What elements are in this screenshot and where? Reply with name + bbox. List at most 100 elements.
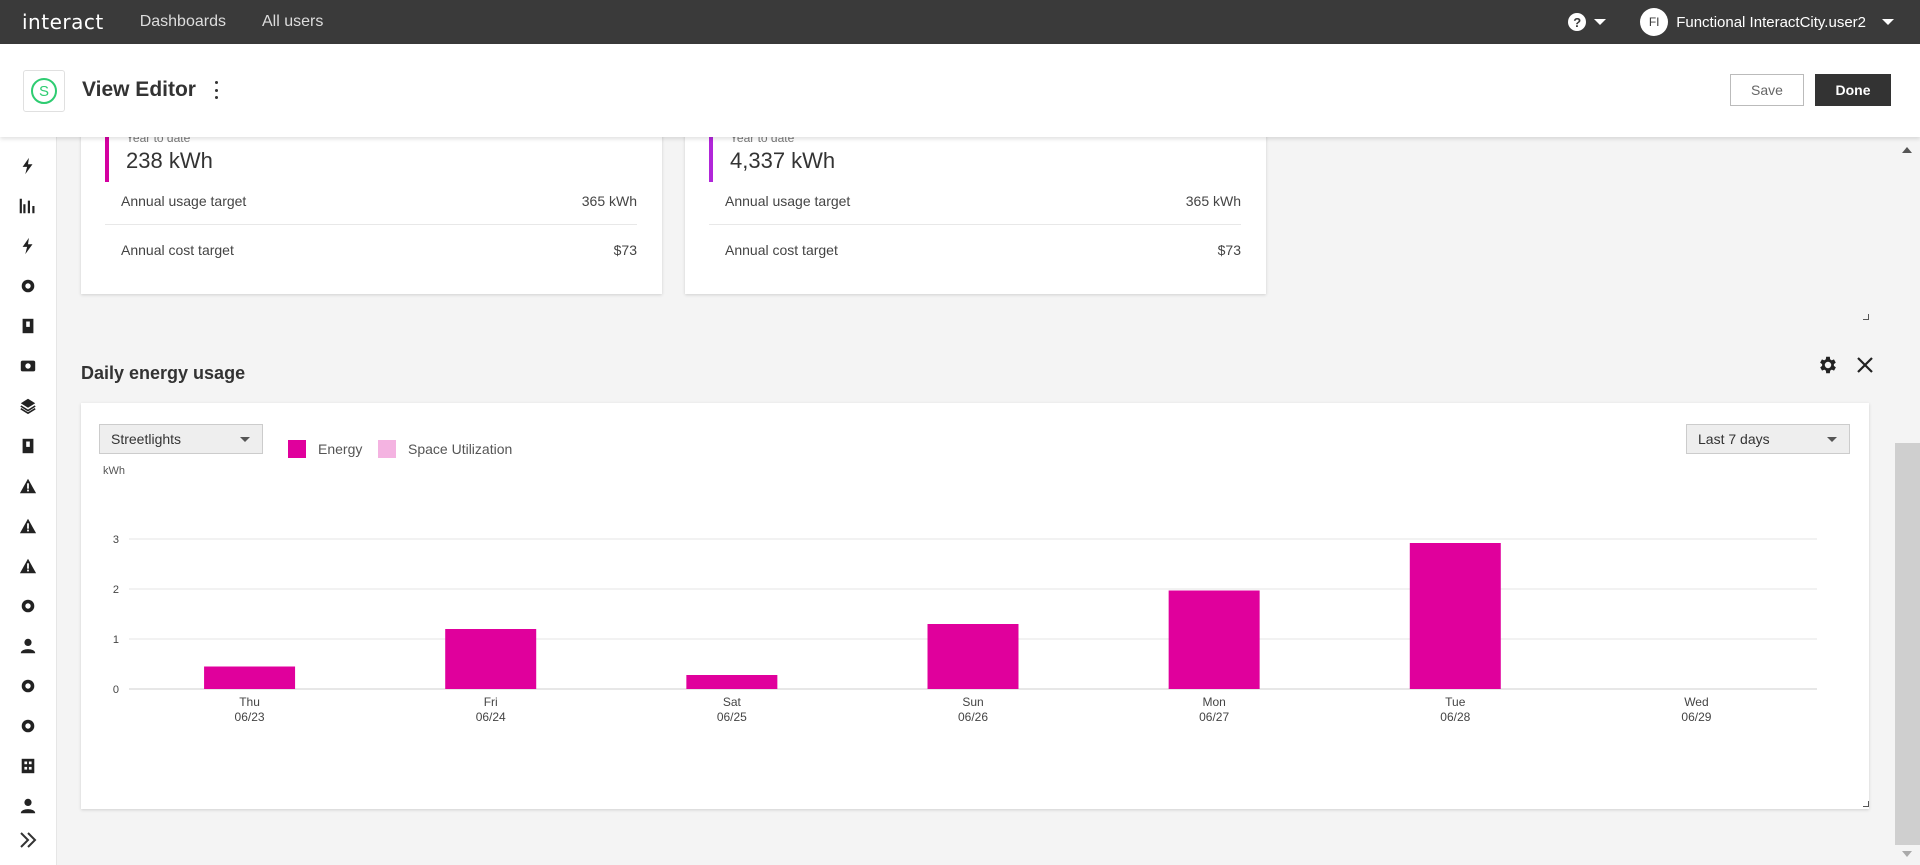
chevron-down-icon[interactable] (1594, 19, 1607, 25)
top-right-controls: ? FI Functional InteractCity.user2 (1568, 0, 1894, 44)
app-badge: S (23, 70, 65, 112)
warning-icon (19, 558, 37, 574)
x-tick-date: 06/25 (717, 710, 747, 724)
sidebar-item-11[interactable] (18, 596, 38, 616)
chart-widget: Streetlights Energy Space Utilization La… (81, 403, 1869, 809)
kpi-row: Annual usage target 365 kWh (725, 193, 1241, 209)
scroll-down-icon[interactable] (1902, 851, 1912, 857)
bar-sun[interactable] (927, 624, 1019, 689)
door-icon (22, 438, 34, 454)
building-icon (21, 758, 35, 774)
left-sidebar (0, 137, 57, 865)
sidebar-item-12[interactable] (18, 636, 38, 656)
top-bar: interact Dashboards All users ? FI Funct… (0, 0, 1920, 44)
scrollbar-thumb[interactable] (1895, 443, 1920, 845)
resize-handle[interactable] (1863, 801, 1869, 807)
period-select-value: Last 7 days (1698, 431, 1770, 447)
sidebar-item-0[interactable] (18, 156, 38, 176)
close-icon[interactable] (1856, 356, 1874, 374)
sidebar-item-16[interactable] (18, 796, 38, 816)
app-badge-icon: S (31, 78, 57, 104)
sidebar-item-5[interactable] (18, 356, 38, 376)
sidebar-item-7[interactable] (18, 436, 38, 456)
bar-thu[interactable] (204, 666, 296, 690)
kpi-row: Annual cost target $73 (725, 242, 1241, 258)
sidebar-item-4[interactable] (18, 316, 38, 336)
sidebar-item-8[interactable] (18, 476, 38, 496)
x-tick-date: 06/24 (476, 710, 506, 724)
nav-all-users[interactable]: All users (261, 13, 324, 30)
avatar[interactable]: FI (1640, 8, 1669, 36)
sidebar-item-6[interactable] (18, 396, 38, 416)
sidebar-item-9[interactable] (18, 516, 38, 536)
legend-space-utilization[interactable]: Space Utilization (378, 440, 512, 458)
sidebar-item-15[interactable] (18, 756, 38, 776)
sidebar-item-1[interactable] (18, 196, 38, 216)
gear-icon[interactable] (1817, 354, 1839, 376)
bar-sat[interactable] (686, 675, 778, 689)
kpi-caption: Year to date (730, 137, 795, 145)
y-tick-label: 3 (113, 534, 119, 546)
done-button[interactable]: Done (1815, 74, 1891, 106)
sidebar-item-14[interactable] (18, 716, 38, 736)
divider (105, 224, 637, 225)
y-axis-label: kWh (103, 465, 125, 477)
chevron-down-icon (1827, 437, 1837, 442)
kpi-row-value: 365 kWh (1185, 193, 1241, 209)
nav-dashboards[interactable]: Dashboards (139, 13, 226, 30)
kpi-row: Annual cost target $73 (121, 242, 637, 258)
period-select[interactable]: Last 7 days (1686, 424, 1850, 454)
person-icon (20, 798, 36, 814)
kpi-row-label: Annual usage target (725, 193, 851, 209)
x-tick-label: Sun (962, 695, 983, 709)
target-icon (21, 719, 35, 733)
more-options-icon[interactable] (211, 81, 221, 99)
x-tick-label: Thu (239, 695, 260, 709)
kpi-card[interactable]: Year to date 238 kWh Annual usage target… (81, 137, 662, 294)
legend-swatch (288, 440, 306, 458)
app-logo[interactable]: interact (22, 10, 104, 34)
warning-icon (19, 518, 37, 534)
sidebar-item-3[interactable] (18, 276, 38, 296)
legend-energy[interactable]: Energy (288, 440, 362, 458)
target-icon (21, 279, 35, 293)
kpi-row-label: Annual usage target (121, 193, 247, 209)
legend-label: Energy (318, 441, 363, 457)
bolt-icon (22, 237, 33, 255)
kpi-row-value: 365 kWh (581, 193, 637, 209)
x-tick-date: 06/26 (958, 710, 988, 724)
bar-mon[interactable] (1168, 590, 1260, 690)
asset-select[interactable]: Streetlights (99, 424, 263, 454)
sidebar-item-2[interactable] (18, 236, 38, 256)
kpi-value: 238 kWh (126, 148, 213, 173)
sidebar-item-10[interactable] (18, 556, 38, 576)
asset-select-value: Streetlights (111, 431, 182, 447)
chevron-down-icon (240, 437, 250, 442)
bar-fri[interactable] (445, 629, 537, 689)
help-icon[interactable]: ? (1568, 13, 1587, 31)
expand-sidebar-icon[interactable] (17, 829, 39, 851)
scroll-up-icon[interactable] (1902, 147, 1912, 153)
kpi-value: 4,337 kWh (730, 148, 836, 173)
bar-chart-icon (19, 198, 35, 214)
help-menu[interactable]: ? (1568, 13, 1607, 31)
save-button[interactable]: Save (1730, 74, 1804, 106)
sidebar-item-13[interactable] (18, 676, 38, 696)
kpi-accent-bar (709, 137, 713, 182)
bar-tue[interactable] (1409, 543, 1501, 689)
x-tick-date: 06/28 (1440, 710, 1470, 724)
x-tick-date: 06/27 (1199, 710, 1229, 724)
editor-header: S View Editor Save Done (0, 44, 1920, 137)
kpi-row-value: $73 (613, 242, 637, 258)
kpi-row: Annual usage target 365 kWh (121, 193, 637, 209)
chevron-down-icon[interactable] (1882, 19, 1894, 25)
resize-handle[interactable] (1863, 314, 1869, 320)
kpi-card[interactable]: Year to date 4,337 kWh Annual usage targ… (685, 137, 1266, 294)
vertical-scrollbar[interactable] (1895, 137, 1920, 865)
layers-icon (20, 398, 36, 415)
y-tick-label: 1 (113, 634, 119, 646)
user-name[interactable]: Functional InteractCity.user2 (1676, 13, 1866, 31)
x-tick-label: Fri (484, 695, 498, 709)
user-menu[interactable]: FI Functional InteractCity.user2 (1640, 8, 1894, 36)
x-tick-date: 06/29 (1681, 710, 1711, 724)
